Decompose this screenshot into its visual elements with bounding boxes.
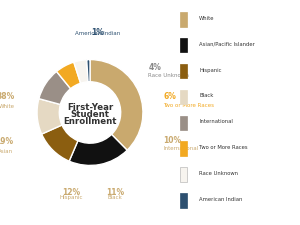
Text: 4%: 4% (148, 63, 161, 72)
FancyBboxPatch shape (180, 142, 188, 156)
Text: International: International (163, 146, 198, 151)
Wedge shape (37, 99, 62, 134)
Text: Race Unknown: Race Unknown (148, 74, 189, 79)
FancyBboxPatch shape (180, 12, 188, 27)
Text: American Indian: American Indian (75, 31, 121, 36)
Text: Black: Black (108, 195, 123, 200)
FancyBboxPatch shape (180, 38, 188, 52)
Text: Asian: Asian (0, 149, 13, 154)
Text: Hispanic: Hispanic (199, 68, 222, 73)
Text: 12%: 12% (62, 188, 80, 197)
Wedge shape (42, 125, 78, 161)
Text: International: International (199, 119, 233, 124)
FancyBboxPatch shape (180, 167, 188, 182)
Wedge shape (56, 62, 81, 89)
FancyBboxPatch shape (180, 193, 188, 208)
Text: American Indian: American Indian (199, 197, 243, 202)
Wedge shape (39, 72, 70, 104)
Text: Asian/Pacific Islander: Asian/Pacific Islander (199, 42, 255, 47)
Text: 1%: 1% (92, 28, 104, 37)
Text: Black: Black (199, 93, 214, 99)
Text: 6%: 6% (163, 92, 176, 101)
Wedge shape (87, 60, 90, 82)
Text: Student: Student (70, 110, 110, 119)
Text: Hispanic: Hispanic (60, 195, 83, 200)
Text: Enrollment: Enrollment (63, 117, 117, 126)
FancyBboxPatch shape (180, 116, 188, 130)
Text: First-Year: First-Year (67, 103, 113, 112)
Text: Two or More Races: Two or More Races (199, 145, 248, 150)
Text: Two or More Races: Two or More Races (163, 103, 214, 108)
Text: Race Unknown: Race Unknown (199, 171, 238, 176)
Text: 11%: 11% (106, 188, 124, 197)
Text: White: White (199, 16, 215, 21)
Wedge shape (90, 60, 143, 150)
Text: 10%: 10% (163, 135, 181, 144)
FancyBboxPatch shape (180, 90, 188, 104)
Text: 19%: 19% (0, 137, 13, 146)
Text: 38%: 38% (0, 92, 15, 101)
FancyBboxPatch shape (180, 64, 188, 78)
Wedge shape (69, 134, 127, 165)
Text: White: White (0, 104, 15, 109)
Wedge shape (74, 60, 88, 83)
